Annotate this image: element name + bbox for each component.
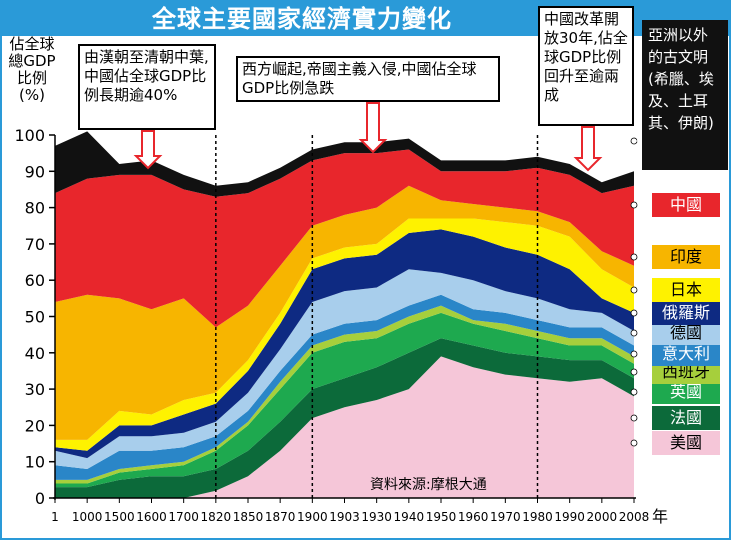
y-axis-label-line: 總GDP xyxy=(8,52,56,70)
source-note: 資料來源:摩根大通 xyxy=(370,477,487,493)
area-series xyxy=(55,356,634,498)
x-tick-label: 2000 xyxy=(587,510,618,524)
area-series xyxy=(55,149,634,328)
y-axis-label-line: (%) xyxy=(19,86,45,104)
annotation-western-rise: 西方崛起,帝國主義入侵,中國佔全球GDP比例急跌 xyxy=(236,56,500,102)
legend-dot xyxy=(630,439,638,447)
annotation-arrow xyxy=(573,126,603,172)
x-tick-label: 1700 xyxy=(168,510,199,524)
legend-item: 法國 xyxy=(652,406,720,430)
area-series xyxy=(55,338,634,498)
y-tick-label: 80 xyxy=(25,199,45,218)
legend-dot xyxy=(630,286,638,294)
legend-item: 印度 xyxy=(652,245,720,269)
legend-ancient-civilizations: 亞洲以外的古文明(希臘、埃及、土耳其、伊朗) xyxy=(642,20,728,170)
chart-title: 全球主要國家經濟實力變化 xyxy=(152,5,452,33)
x-tick-label: 1903 xyxy=(329,510,360,524)
x-axis-unit: 年 xyxy=(652,507,668,526)
y-axis-label-line: 佔全球 xyxy=(9,35,55,53)
y-tick-label: 0 xyxy=(35,489,45,508)
legend-dot xyxy=(630,201,638,209)
legend-dot xyxy=(630,388,638,396)
x-tick-label: 1850 xyxy=(233,510,264,524)
x-tick-label: 1 xyxy=(51,510,59,524)
area-series xyxy=(55,218,634,451)
y-axis-label-line: 比例 xyxy=(16,69,47,87)
x-tick-label: 1980 xyxy=(522,510,553,524)
x-tick-label: 2008 xyxy=(619,510,650,524)
y-tick-label: 60 xyxy=(25,271,45,290)
legend-item: 德國 xyxy=(652,321,720,345)
legend-item: 日本 xyxy=(652,278,720,302)
legend-dot xyxy=(630,329,638,337)
x-tick-label: 1000 xyxy=(72,510,103,524)
y-tick-label: 90 xyxy=(25,162,45,181)
annotation-han-to-qing: 由漢朝至清朝中葉,中國佔全球GDP比例長期逾40% xyxy=(78,44,216,130)
legend-item: 意大利 xyxy=(652,342,720,366)
annotation-arrow xyxy=(358,102,388,154)
x-tick-label: 1820 xyxy=(201,510,232,524)
x-tick-label: 1600 xyxy=(136,510,167,524)
annotation-arrow xyxy=(133,130,163,170)
legend-item: 美國 xyxy=(652,431,720,455)
legend-item: 俄羅斯 xyxy=(652,301,720,325)
y-tick-label: 20 xyxy=(25,416,45,435)
x-tick-label: 1950 xyxy=(426,510,457,524)
legend-dot xyxy=(630,253,638,261)
area-series xyxy=(55,294,634,480)
area-series xyxy=(55,229,634,459)
y-axis-label: 佔全球 總GDP 比例 (%) xyxy=(6,36,58,104)
y-tick-label: 30 xyxy=(25,380,45,399)
x-tick-label: 1990 xyxy=(554,510,585,524)
area-series xyxy=(55,185,634,440)
area-series xyxy=(55,305,634,484)
x-tick-label: 1940 xyxy=(394,510,425,524)
legend-dot xyxy=(630,414,638,422)
y-tick-label: 10 xyxy=(25,453,45,472)
legend-item: 中國 xyxy=(652,193,720,217)
x-tick-label: 1500 xyxy=(104,510,135,524)
y-tick-label: 100 xyxy=(14,126,45,145)
x-tick-label: 1960 xyxy=(458,510,489,524)
x-tick-label: 1870 xyxy=(265,510,296,524)
x-tick-label: 1930 xyxy=(361,510,392,524)
legend-dot xyxy=(630,368,638,376)
legend-dot xyxy=(630,350,638,358)
area-series xyxy=(55,269,634,469)
area-series xyxy=(55,131,634,197)
annotation-reform-opening: 中國改革開放30年,佔全球GDP比例回升至逾兩成 xyxy=(538,6,634,126)
legend-dot xyxy=(630,309,638,317)
legend-item: 英國 xyxy=(652,380,720,404)
y-tick-label: 70 xyxy=(25,235,45,254)
y-tick-label: 40 xyxy=(25,344,45,363)
x-tick-label: 1900 xyxy=(297,510,328,524)
y-tick-label: 50 xyxy=(25,308,45,327)
x-tick-label: 1970 xyxy=(490,510,521,524)
area-series xyxy=(55,312,634,488)
